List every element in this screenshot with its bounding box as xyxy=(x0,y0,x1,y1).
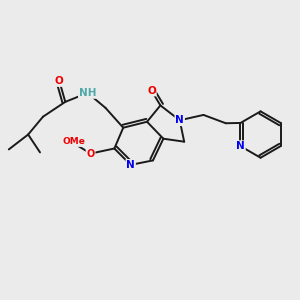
Text: NH: NH xyxy=(79,88,96,98)
Text: N: N xyxy=(236,141,245,151)
Text: N: N xyxy=(175,115,184,125)
Text: N: N xyxy=(126,160,135,170)
Text: O: O xyxy=(86,148,95,159)
Text: O: O xyxy=(147,85,156,96)
Text: O: O xyxy=(55,76,64,86)
Text: OMe: OMe xyxy=(63,137,85,146)
